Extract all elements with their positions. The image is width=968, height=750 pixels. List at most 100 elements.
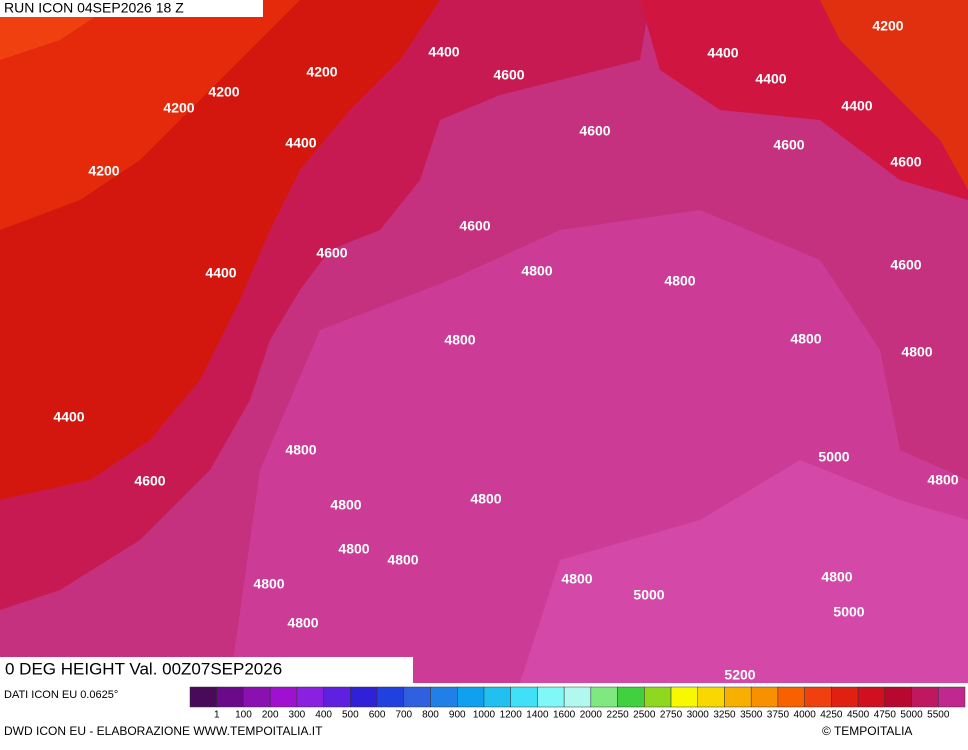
legend-label: 1000 xyxy=(473,710,496,721)
legend-swatch xyxy=(563,686,592,708)
zone-east-4200 xyxy=(820,0,968,190)
contour-label: 4400 xyxy=(841,98,872,114)
contour-label: 4800 xyxy=(901,344,932,360)
contour-label: 5200 xyxy=(724,667,755,683)
legend-label: 2750 xyxy=(660,710,683,721)
legend-swatch xyxy=(350,686,378,708)
contour-label: 4800 xyxy=(821,569,852,585)
contour-label: 4200 xyxy=(88,163,119,179)
legend-swatch xyxy=(537,686,565,708)
legend-swatch xyxy=(296,686,324,708)
contour-label: 4600 xyxy=(316,245,347,261)
legend-label: 5000 xyxy=(900,710,923,721)
title-box xyxy=(0,657,413,683)
legend-label: 5500 xyxy=(927,710,950,721)
contour-label: 4200 xyxy=(163,100,194,116)
legend-label: 3750 xyxy=(767,710,790,721)
legend-label: 4500 xyxy=(847,710,870,721)
legend-swatch xyxy=(724,686,752,708)
contour-label: 4400 xyxy=(707,45,738,61)
contour-label: 4600 xyxy=(459,218,490,234)
legend-swatch xyxy=(857,686,886,708)
legend-swatch xyxy=(670,686,699,708)
legend-label: 100 xyxy=(235,710,252,721)
contour-label: 4600 xyxy=(890,257,921,273)
legend-label: 4750 xyxy=(874,710,897,721)
contour-label: 4400 xyxy=(205,265,236,281)
contour-label: 4800 xyxy=(561,571,592,587)
contour-label: 4800 xyxy=(664,273,695,289)
contour-label: 4800 xyxy=(330,497,361,513)
legend-swatch xyxy=(456,686,485,708)
contour-label: 4600 xyxy=(579,123,610,139)
contour-label: 4800 xyxy=(470,491,501,507)
contour-label: 4800 xyxy=(521,263,552,279)
legend-label: 2500 xyxy=(633,710,656,721)
contour-label: 4200 xyxy=(306,64,337,80)
legend-swatch xyxy=(804,686,832,708)
contour-label: 4800 xyxy=(387,552,418,568)
contour-label: 4600 xyxy=(773,137,804,153)
legend-swatch xyxy=(403,686,431,708)
contour-label: 4800 xyxy=(287,615,318,631)
legend-label: 2250 xyxy=(606,710,629,721)
contour-label: 4800 xyxy=(285,442,316,458)
contour-label: 5000 xyxy=(818,449,849,465)
legend-swatch xyxy=(590,686,618,708)
legend-label: 600 xyxy=(369,710,386,721)
contour-label: 4400 xyxy=(285,135,316,151)
contour-label: 4800 xyxy=(927,472,958,488)
legend-label: 900 xyxy=(449,710,466,721)
legend-swatch xyxy=(617,686,645,708)
legend-swatch xyxy=(831,686,859,708)
contour-label: 5000 xyxy=(633,587,664,603)
contour-label: 4800 xyxy=(338,541,369,557)
legend-swatch xyxy=(777,686,805,708)
copyright: © TEMPOITALIA xyxy=(822,724,912,738)
legend-label: 700 xyxy=(395,710,412,721)
legend-label: 500 xyxy=(342,710,359,721)
contour-label: 4400 xyxy=(755,71,786,87)
legend-swatch xyxy=(750,686,779,708)
legend-swatch xyxy=(323,686,351,708)
legend-label: 3250 xyxy=(713,710,736,721)
legend-label: 1 xyxy=(214,710,220,721)
contour-label: 4600 xyxy=(890,154,921,170)
legend-swatch xyxy=(189,686,217,708)
legend-label: 3500 xyxy=(740,710,763,721)
legend-swatch xyxy=(911,686,939,708)
legend-label: 800 xyxy=(422,710,439,721)
legend-label: 4250 xyxy=(820,710,843,721)
zone-4200 xyxy=(0,0,300,230)
legend-label: 1400 xyxy=(526,710,549,721)
legend-label: 4000 xyxy=(794,710,817,721)
legend-label: 300 xyxy=(289,710,306,721)
legend-swatch xyxy=(376,686,405,708)
contour-label: 4400 xyxy=(53,409,84,425)
contour-label: 4600 xyxy=(493,67,524,83)
zone-5000 xyxy=(520,460,968,683)
credit: DWD ICON EU - ELABORAZIONE WWW.TEMPOITAL… xyxy=(4,724,323,738)
legend-label: 1600 xyxy=(553,710,576,721)
legend-swatch xyxy=(243,686,271,708)
contour-label: 4600 xyxy=(134,473,165,489)
legend-swatch xyxy=(938,686,966,708)
run-label: RUN ICON 04SEP2026 18 Z xyxy=(4,0,184,16)
legend-label: 400 xyxy=(315,710,332,721)
legend-label: 1200 xyxy=(500,710,523,721)
contour-label: 4800 xyxy=(253,576,284,592)
legend-swatch xyxy=(483,686,511,708)
contour-label: 4200 xyxy=(872,18,903,34)
map-title: 0 DEG HEIGHT Val. 00Z07SEP2026 xyxy=(5,659,282,678)
legend-swatch xyxy=(644,686,672,708)
legend-label: 3000 xyxy=(687,710,710,721)
legend-swatch xyxy=(697,686,725,708)
legend-swatch xyxy=(269,686,298,708)
contour-label: 4200 xyxy=(208,84,239,100)
legend-swatch xyxy=(884,686,912,708)
contour-label: 5000 xyxy=(833,604,864,620)
legend-swatch xyxy=(216,686,244,708)
legend-label: 2000 xyxy=(580,710,603,721)
